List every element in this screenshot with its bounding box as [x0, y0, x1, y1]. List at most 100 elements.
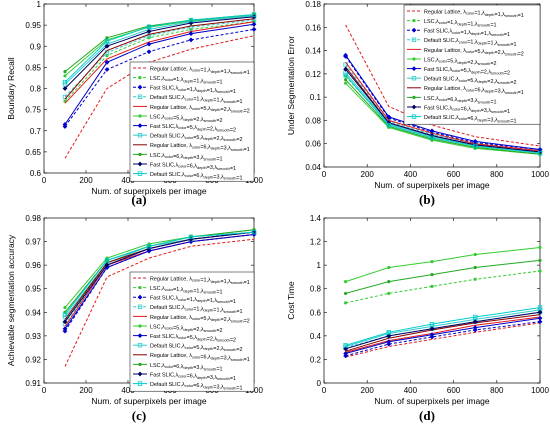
legend-text: =1 — [490, 23, 496, 29]
legend-text: LSC,λ — [150, 76, 165, 82]
legend-subscript: color — [192, 278, 201, 283]
data-point — [429, 135, 435, 141]
x-tick-label: 1000 — [245, 176, 263, 185]
legend-text: Fast SLIC,λ — [150, 86, 178, 92]
legend-text: =1,λ — [213, 308, 224, 314]
legend-text: =6,λ — [173, 154, 184, 160]
data-point — [251, 12, 257, 17]
legend-label: LSC,λcolor=5,λdepth=2,λsmooth=2 — [150, 324, 222, 334]
y-axis-label: Achievable segmentation accuracy — [6, 234, 16, 366]
data-point — [146, 33, 152, 38]
data-point — [473, 265, 477, 270]
legend-text: Default SLIC,λ — [424, 115, 459, 121]
legend-text: =6,λ — [200, 144, 211, 150]
legend: Regular Lattice, λcolor=1,λdepth=1,λsmoo… — [129, 61, 255, 182]
legend-marker — [137, 381, 143, 386]
legend-marker — [412, 95, 416, 99]
legend-text: =1,λ — [213, 98, 224, 104]
legend-label: Default SLIC,λcolor=6,λdepth=3,λsmooth=1 — [150, 172, 243, 182]
legend: Regular Lattice, λcolor=1,λdepth=1,λsmoo… — [129, 271, 255, 392]
legend-subscript: smooth — [224, 137, 237, 142]
legend-subscript: color — [439, 59, 448, 64]
legend-label: LSC,λcolor=5,λdepth=2,λsmooth=2 — [424, 57, 496, 67]
data-point — [386, 122, 391, 128]
legend-marker — [412, 19, 416, 23]
legend-text: Regular Lattice, λ — [424, 9, 466, 15]
legend-subscript: depth — [478, 117, 488, 122]
legend-subscript: depth — [197, 165, 207, 170]
legend-text: Regular Lattice, λ — [424, 48, 466, 54]
legend-subscript: color — [178, 374, 187, 379]
legend-text: =1,λ — [474, 11, 485, 17]
legend-marker — [411, 104, 417, 110]
chart-panel-4: 0 200 400 600 800 1000 0 0.2 0.4 0.6 0.8 1 1.2 1.4 Num… — [286, 214, 549, 423]
data-point — [430, 260, 434, 264]
legend-subscript: color — [466, 49, 475, 54]
legend-subscript: smooth — [224, 386, 237, 391]
legend-text: =1 — [244, 70, 250, 76]
y-tick-label: 0.16 — [305, 23, 321, 32]
legend-text: =6,λ — [461, 107, 472, 113]
data-point — [387, 265, 391, 270]
data-point — [63, 70, 67, 74]
legend-text: =1,λ — [207, 298, 218, 304]
legend-label: Regular Lattice, λcolor=6,λdepth=3,λsmoo… — [424, 86, 524, 96]
legend-label: Regular Lattice, λcolor=5,λdepth=2,λsmoo… — [424, 48, 524, 58]
legend-subscript: color — [185, 345, 194, 350]
legend-label: Fast SLIC,λcolor=5,λdepth=2,λsmooth=2 — [150, 334, 236, 344]
legend-text: LSC,λ — [150, 363, 165, 369]
data-point — [63, 305, 67, 310]
legend-subscript: smooth — [231, 280, 244, 285]
legend-text: =2,λ — [213, 346, 224, 352]
data-point — [538, 269, 542, 273]
legend-subscript: smooth — [505, 90, 518, 95]
series-line — [64, 14, 255, 83]
y-tick-label: 0.95 — [25, 285, 41, 294]
y-tick-label: 0.04 — [305, 163, 321, 172]
x-tick-label: 800 — [490, 386, 504, 395]
legend-text: =3,λ — [481, 108, 492, 114]
legend-subscript: color — [165, 77, 174, 82]
legend-text: Regular Lattice, λ — [150, 105, 192, 111]
legend-subscript: depth — [197, 88, 207, 93]
data-point — [146, 29, 152, 34]
legend-text: =2,λ — [213, 136, 224, 142]
data-point — [343, 66, 348, 72]
legend-text: Regular Lattice, λ — [150, 276, 192, 282]
legend-text: Default SLIC,λ — [150, 134, 185, 140]
data-point — [537, 150, 543, 156]
legend-marker — [138, 362, 142, 366]
legend-subscript: color — [439, 97, 448, 102]
figure-caption: (d) — [419, 408, 435, 423]
legend-subscript: depth — [211, 356, 221, 361]
legend-subscript: color — [459, 78, 468, 83]
series-12 — [62, 12, 257, 85]
data-point — [473, 277, 477, 281]
legend-subscript: color — [466, 87, 475, 92]
legend-subscript: smooth — [204, 156, 217, 161]
legend-text: =5,λ — [187, 335, 198, 341]
data-point — [62, 312, 68, 317]
legend-text: =2 — [504, 71, 510, 77]
y-tick-label: 0.75 — [25, 106, 41, 115]
series-7 — [62, 21, 257, 127]
legend-text: =1,λ — [467, 21, 478, 27]
legend-text: =5,λ — [200, 316, 211, 322]
legend-marker — [137, 294, 143, 300]
series-12 — [343, 72, 543, 156]
series-1 — [64, 238, 255, 367]
x-axis-label: Num. of superpixels per image — [374, 396, 490, 406]
legend-text: Default SLIC,λ — [424, 38, 459, 44]
y-tick-label: 0.8 — [310, 285, 322, 294]
legend-label: Regular Lattice, λcolor=6,λdepth=3,λsmoo… — [150, 143, 250, 153]
legend-text: =3,λ — [494, 89, 505, 95]
legend-label: Regular Lattice, λcolor=5,λdepth=2,λsmoo… — [150, 105, 250, 115]
legend-text: Fast SLIC,λ — [150, 372, 178, 378]
legend-subscript: color — [185, 96, 194, 101]
data-point — [63, 74, 67, 78]
legend-box — [129, 61, 255, 182]
legend-text: =6,λ — [447, 97, 458, 103]
x-tick-label: 1000 — [531, 170, 549, 179]
data-point — [188, 37, 194, 43]
y-tick-label: 1.2 — [310, 238, 322, 247]
